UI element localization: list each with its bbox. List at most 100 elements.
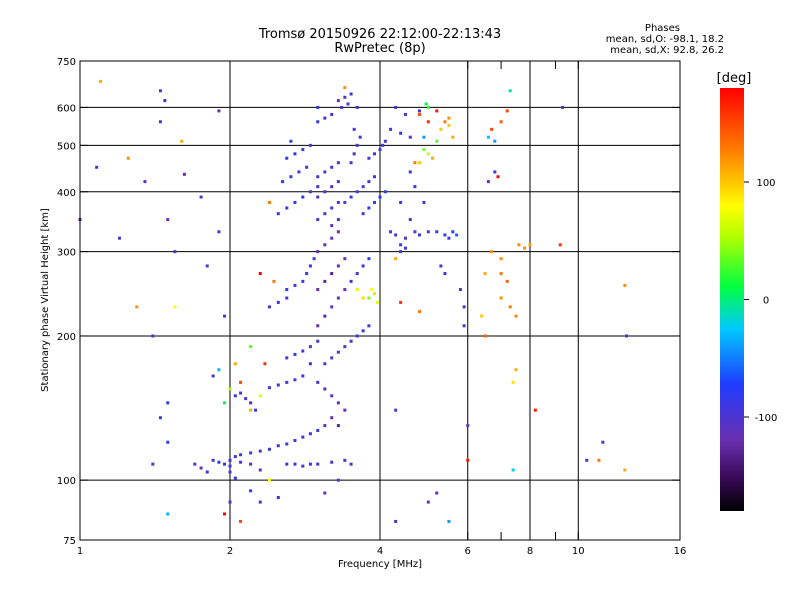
- data-point: [378, 195, 382, 199]
- data-point: [276, 444, 280, 448]
- data-point: [336, 180, 340, 184]
- data-point: [301, 195, 305, 199]
- data-point: [233, 394, 237, 398]
- data-point: [585, 458, 589, 462]
- data-point: [523, 246, 527, 250]
- data-point: [625, 334, 629, 338]
- data-point: [323, 424, 327, 428]
- data-point: [435, 230, 439, 234]
- data-point: [228, 387, 232, 391]
- data-point: [166, 512, 170, 516]
- data-point: [173, 305, 177, 309]
- data-point: [249, 401, 253, 405]
- data-point: [417, 112, 421, 116]
- data-point: [361, 212, 365, 216]
- data-point: [349, 195, 353, 199]
- data-point: [285, 442, 289, 446]
- data-point: [158, 120, 162, 124]
- axis-ticks: [79, 60, 681, 541]
- data-point: [451, 230, 455, 234]
- data-point: [447, 116, 451, 120]
- data-point: [458, 288, 462, 292]
- data-point: [361, 329, 365, 333]
- data-point: [293, 200, 297, 204]
- data-point: [239, 453, 243, 457]
- data-point: [435, 139, 439, 143]
- data-point: [417, 309, 421, 313]
- data-point: [447, 236, 451, 240]
- data-point: [373, 200, 377, 204]
- data-point: [228, 470, 232, 474]
- data-point: [623, 283, 627, 287]
- data-point: [312, 257, 316, 261]
- data-point: [239, 380, 243, 384]
- data-point: [323, 491, 327, 495]
- data-point: [499, 272, 503, 276]
- data-point: [166, 440, 170, 444]
- data-point: [244, 397, 248, 401]
- data-point: [223, 512, 227, 516]
- data-point: [258, 394, 262, 398]
- data-point: [455, 233, 459, 237]
- data-point: [483, 334, 487, 338]
- data-point: [316, 175, 320, 179]
- data-point: [352, 127, 356, 131]
- data-point: [422, 135, 426, 139]
- data-point: [336, 424, 340, 428]
- data-point: [308, 362, 312, 366]
- data-point: [293, 283, 297, 287]
- data-point: [389, 230, 393, 234]
- data-point: [426, 105, 430, 109]
- data-point: [408, 170, 412, 174]
- data-point: [343, 86, 347, 90]
- data-point: [267, 447, 271, 451]
- data-point: [323, 243, 327, 247]
- data-point: [417, 109, 421, 113]
- grid-lines: [80, 61, 680, 540]
- data-point: [258, 468, 262, 472]
- data-point: [301, 148, 305, 152]
- data-point: [330, 206, 334, 210]
- data-point: [373, 292, 377, 296]
- data-point: [293, 439, 297, 443]
- data-point: [249, 345, 253, 349]
- data-point: [499, 296, 503, 300]
- data-point: [383, 190, 387, 194]
- x-tick-label: 1: [77, 546, 83, 557]
- data-point: [223, 401, 227, 405]
- data-point: [496, 175, 500, 179]
- data-point: [336, 350, 340, 354]
- data-point: [308, 143, 312, 147]
- data-point: [305, 272, 309, 276]
- data-point: [389, 127, 393, 131]
- data-point: [355, 105, 359, 109]
- data-point: [352, 152, 356, 156]
- y-tick-label: 75: [63, 536, 76, 547]
- data-point: [505, 279, 509, 283]
- data-point: [349, 339, 353, 343]
- data-point: [505, 109, 509, 113]
- stats-heading: Phases: [645, 23, 680, 34]
- data-point: [143, 180, 147, 184]
- data-point: [490, 127, 494, 131]
- x-tick-label: 2: [227, 546, 233, 557]
- data-point: [408, 218, 412, 222]
- y-tick-label: 300: [57, 248, 76, 259]
- data-point: [182, 172, 186, 176]
- data-point: [308, 432, 312, 436]
- data-point: [316, 380, 320, 384]
- data-point: [205, 264, 209, 268]
- data-point: [253, 408, 257, 412]
- data-point: [330, 224, 334, 228]
- data-point: [355, 143, 359, 147]
- data-point: [135, 305, 139, 309]
- data-point: [233, 362, 237, 366]
- data-point: [330, 272, 334, 276]
- data-point: [316, 288, 320, 292]
- y-tick-label: 600: [57, 103, 76, 114]
- data-point: [276, 300, 280, 304]
- data-point: [517, 243, 521, 247]
- data-point: [285, 380, 289, 384]
- data-point: [336, 218, 340, 222]
- data-point: [361, 296, 365, 300]
